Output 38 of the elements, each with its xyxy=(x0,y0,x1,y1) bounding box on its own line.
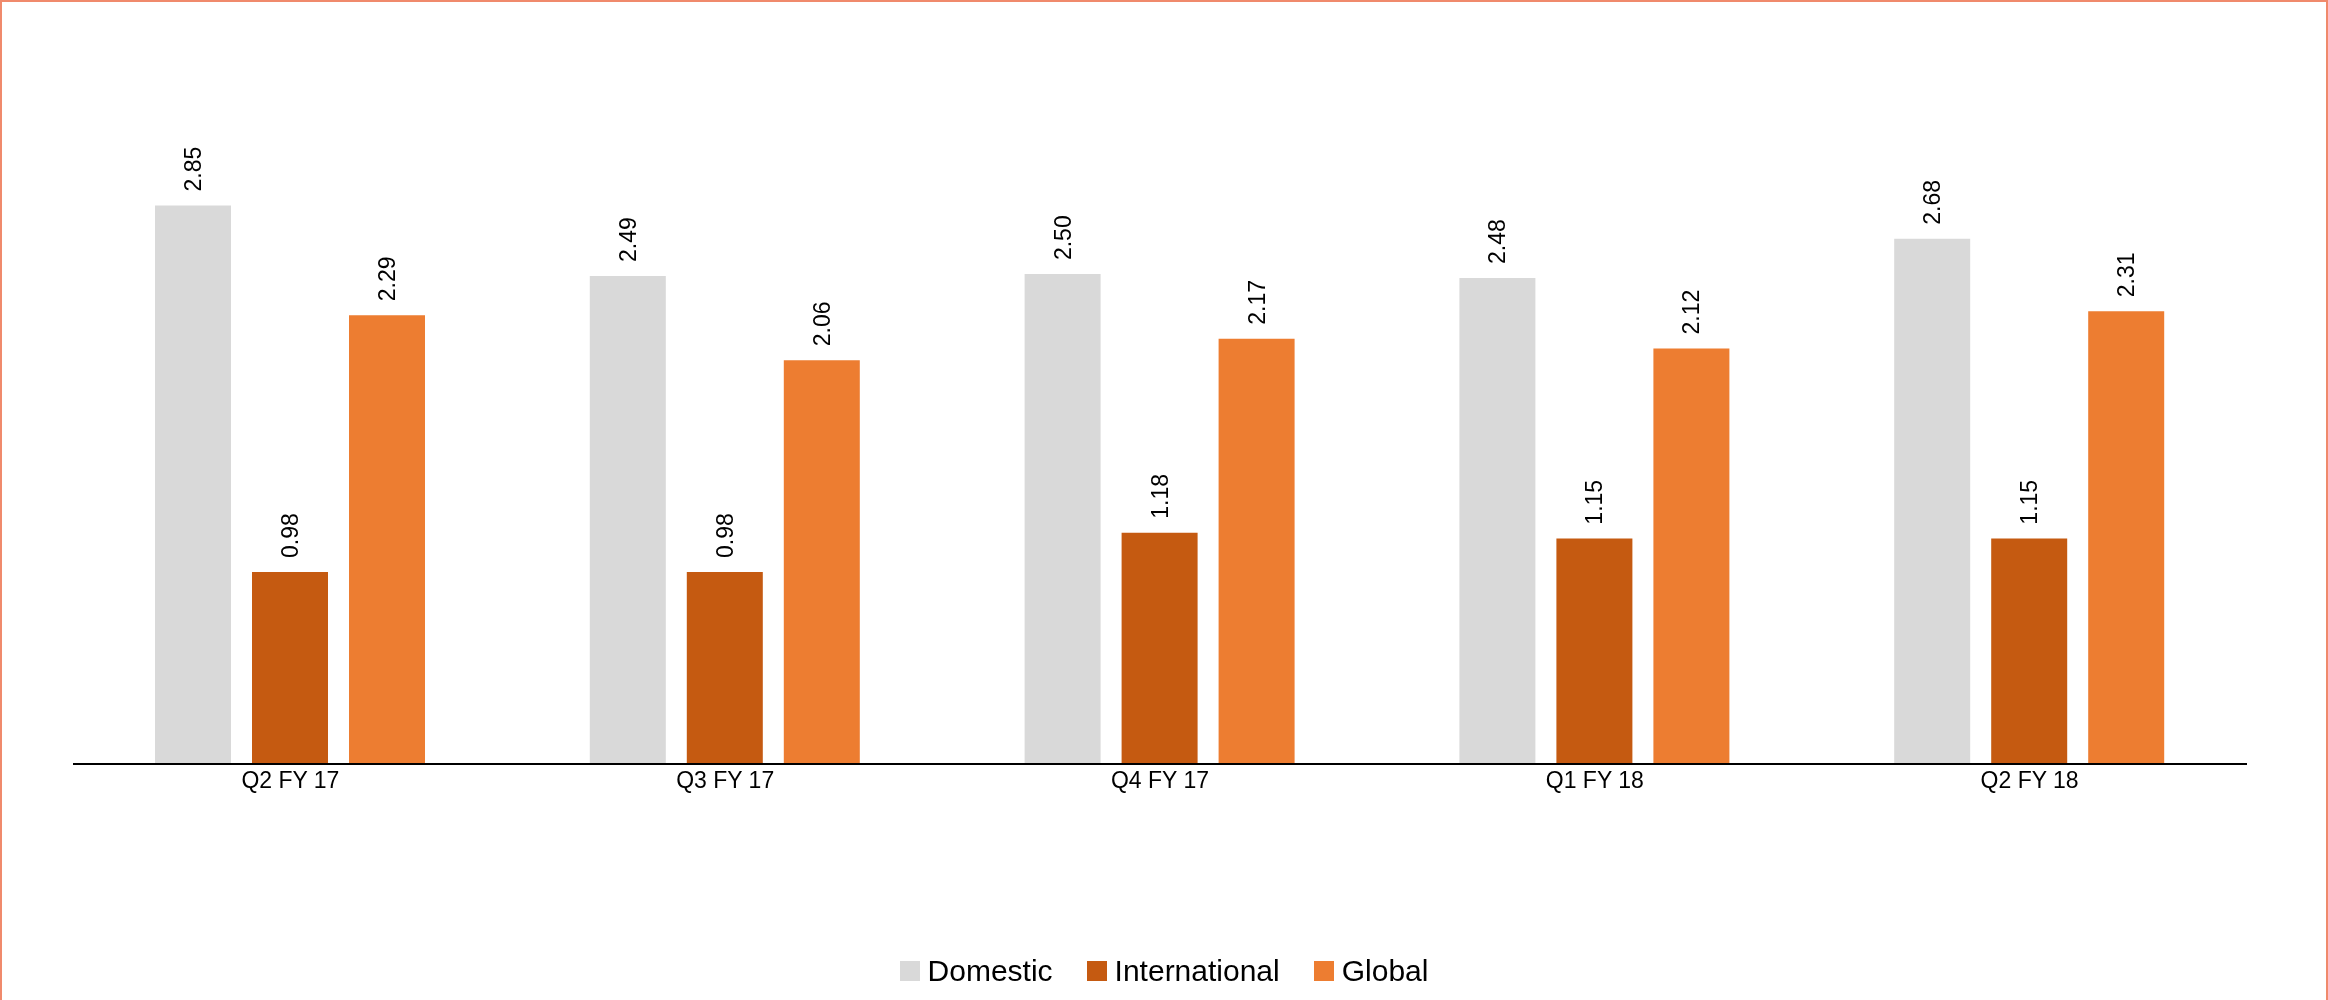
x-tick-label: Q4 FY 17 xyxy=(1110,767,1210,794)
bar xyxy=(2088,311,2165,764)
bar xyxy=(686,571,763,764)
legend-label: Global xyxy=(1341,954,1429,988)
data-label: 2.31 xyxy=(2113,252,2140,298)
bar xyxy=(1459,277,1536,764)
x-tick-label: Q2 FY 17 xyxy=(241,767,340,794)
bar xyxy=(1556,538,1633,764)
data-label: 0.98 xyxy=(711,513,738,558)
data-label: 2.68 xyxy=(1919,180,1946,225)
data-label: 1.18 xyxy=(1146,473,1173,519)
data-label: 2.29 xyxy=(374,256,400,302)
bar xyxy=(252,571,328,764)
bar xyxy=(1894,238,1971,764)
bar xyxy=(1653,348,1730,764)
bar xyxy=(1991,538,2068,764)
x-tick-label: Q1 FY 18 xyxy=(1545,767,1644,794)
data-label: 0.98 xyxy=(277,513,303,558)
data-label: 1.15 xyxy=(2016,479,2043,525)
data-label: 2.48 xyxy=(1484,219,1511,264)
legend-label: Domestic xyxy=(927,954,1053,988)
bar xyxy=(155,205,231,764)
bar xyxy=(1121,532,1198,764)
legend-label: International xyxy=(1114,954,1280,988)
data-label: 1.15 xyxy=(1581,479,1608,525)
bar xyxy=(1024,274,1101,764)
bar xyxy=(589,276,666,764)
data-label: 2.49 xyxy=(614,217,641,263)
x-tick-label: Q3 FY 17 xyxy=(676,767,775,794)
bar xyxy=(349,315,425,764)
data-label: 2.06 xyxy=(808,301,835,347)
data-label: 2.12 xyxy=(1678,289,1705,335)
data-label: 2.17 xyxy=(1243,279,1270,325)
x-tick-label: Q2 FY 18 xyxy=(1980,767,2079,794)
data-label: 2.50 xyxy=(1049,215,1076,261)
bar xyxy=(783,360,860,764)
data-label: 2.85 xyxy=(180,146,206,192)
bar xyxy=(1218,338,1295,764)
